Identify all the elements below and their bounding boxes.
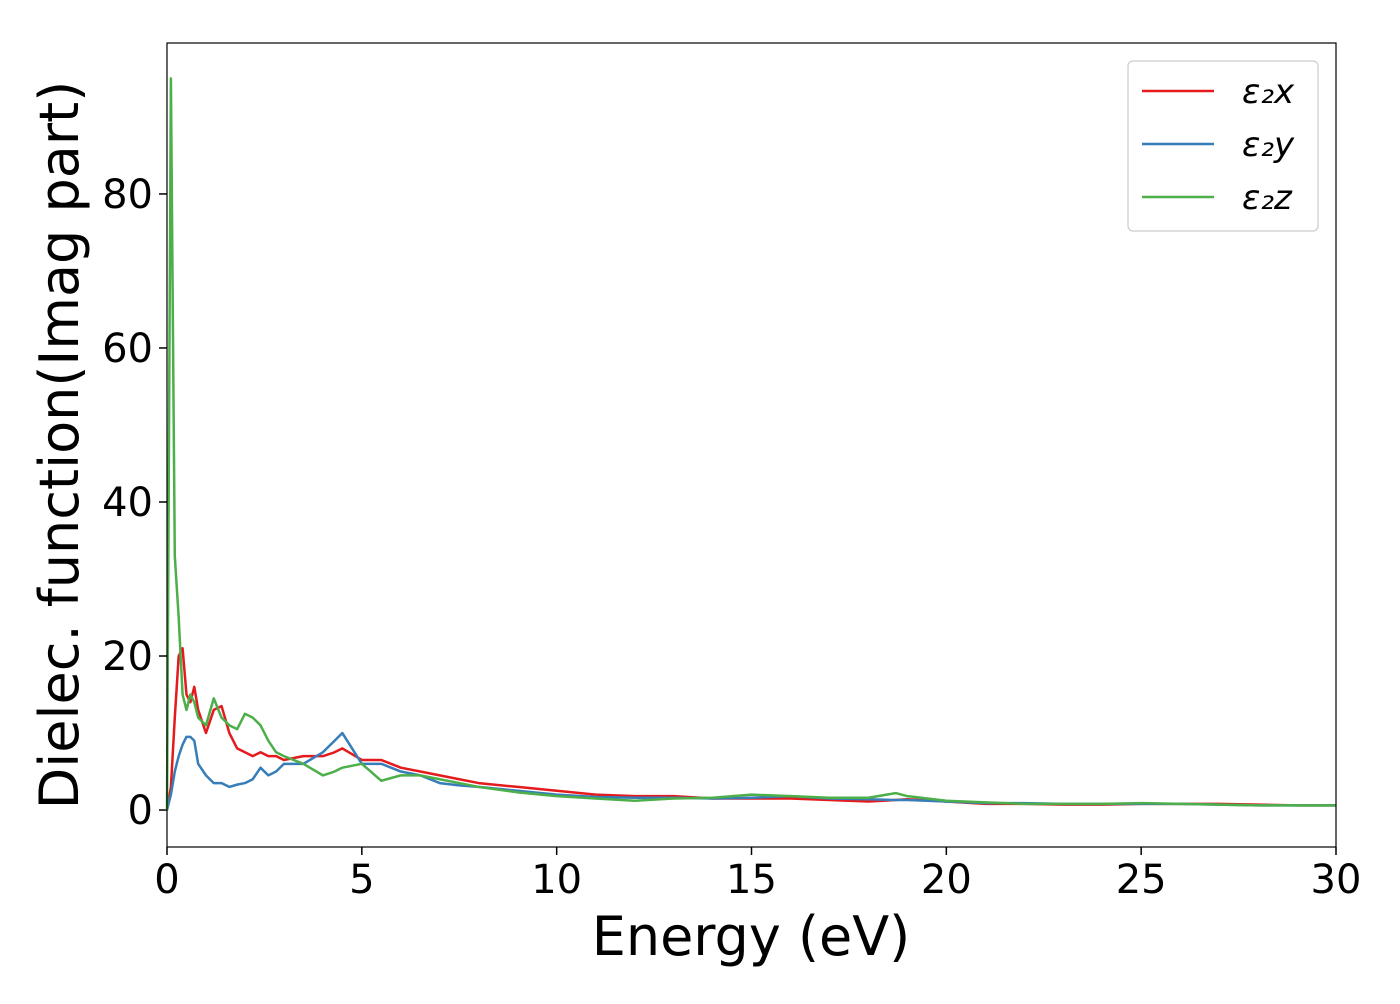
y-tick-label: 60 [102,326,153,372]
x-tick-label: 0 [154,857,179,903]
x-tick-label: 25 [1116,857,1167,903]
data-line [165,731,1336,811]
y-tick-label: 40 [102,480,153,526]
y-axis-label: Dielec. function(Imag part) [28,81,91,810]
x-tick-label: 20 [921,857,972,903]
y-tick-label: 20 [102,634,153,680]
legend-label: ε₂y [1242,125,1295,165]
data-line [165,77,1336,811]
legend-label: ε₂z [1242,178,1293,218]
legend-box [1127,60,1319,232]
plot-frame [166,42,1337,848]
legend-label: ε₂x [1242,72,1295,112]
data-line [165,647,1336,811]
x-tick-label: 15 [726,857,777,903]
y-tick-label: 80 [102,172,153,218]
x-tick-label: 10 [531,857,582,903]
y-tick-label: 0 [128,788,153,834]
x-tick-label: 30 [1311,857,1362,903]
x-axis-label: Energy (eV) [592,905,911,968]
x-tick-label: 5 [349,857,374,903]
